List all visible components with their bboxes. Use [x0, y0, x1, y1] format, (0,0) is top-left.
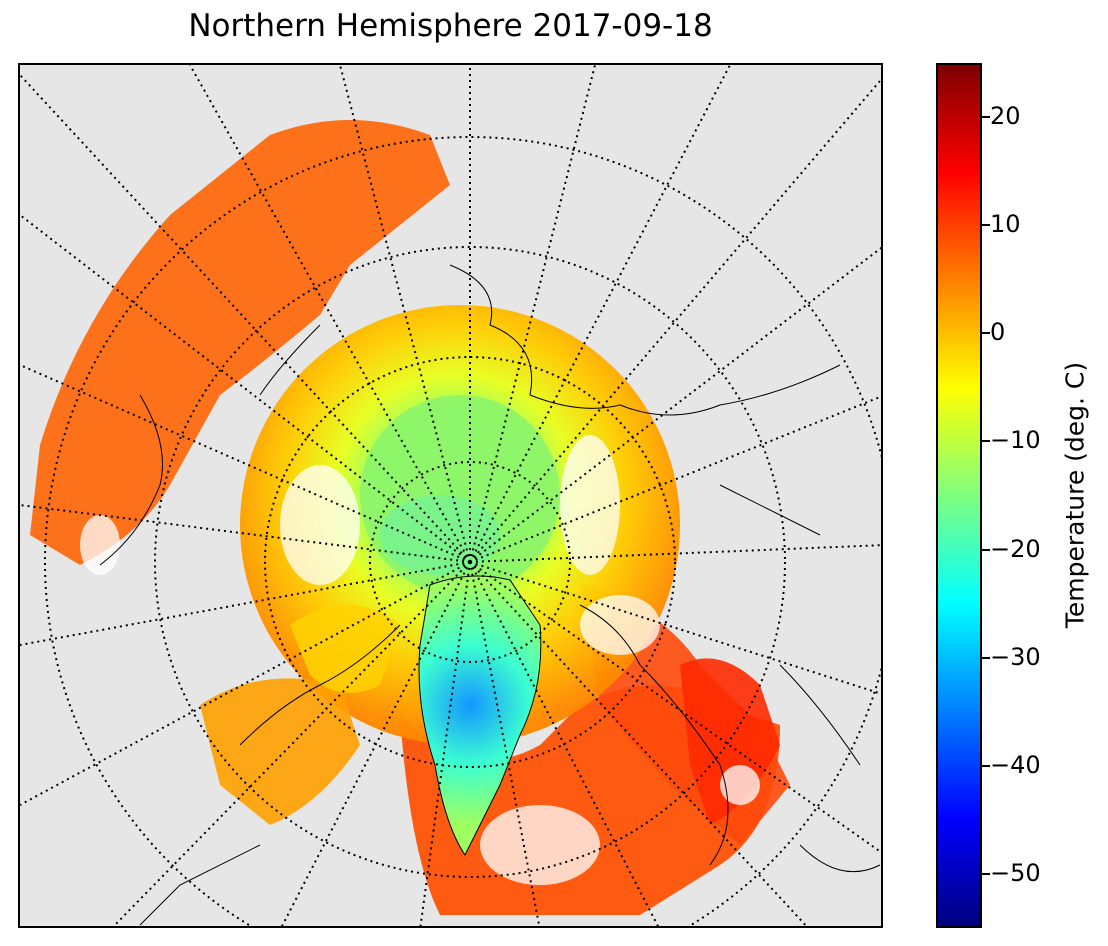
- colorbar-tick-mark: [980, 764, 990, 767]
- colorbar-tick-label: 0: [990, 318, 1006, 347]
- colorbar-tick-label: −30: [990, 642, 1041, 671]
- colorbar-tick-label: −10: [990, 426, 1041, 455]
- colorbar-tick-label: 10: [990, 210, 1021, 239]
- hudson-bay-region: [200, 678, 360, 825]
- colorbar-tick-mark: [980, 440, 990, 443]
- colorbar-tick-mark: [980, 224, 990, 227]
- colorbar-tick-label: −20: [990, 534, 1041, 563]
- map-title: Northern Hemisphere 2017-09-18: [188, 8, 713, 44]
- graticule-parallels: [44, 136, 881, 926]
- coastlines: [99, 264, 881, 926]
- colorbar: [936, 63, 982, 928]
- temperature-field-outer: [30, 120, 450, 565]
- colorbar-tick-mark: [980, 548, 990, 551]
- map-canvas: [20, 65, 881, 926]
- cloud-mask: [80, 435, 760, 885]
- colorbar-label: Temperature (deg. C): [1060, 361, 1090, 629]
- colorbar-tick-mark: [980, 332, 990, 335]
- colorbar-tick-label: −50: [990, 858, 1041, 887]
- greenland-ice-sheet: [418, 575, 542, 856]
- graticule-meridians: [20, 65, 881, 926]
- colorbar-tick-mark: [980, 872, 990, 875]
- colorbar-tick-label: 20: [990, 102, 1021, 131]
- polar-map: [18, 63, 883, 928]
- colorbar-tick-mark: [980, 116, 990, 119]
- colorbar-tick-label: −40: [990, 750, 1041, 779]
- colorbar-tick-mark: [980, 656, 990, 659]
